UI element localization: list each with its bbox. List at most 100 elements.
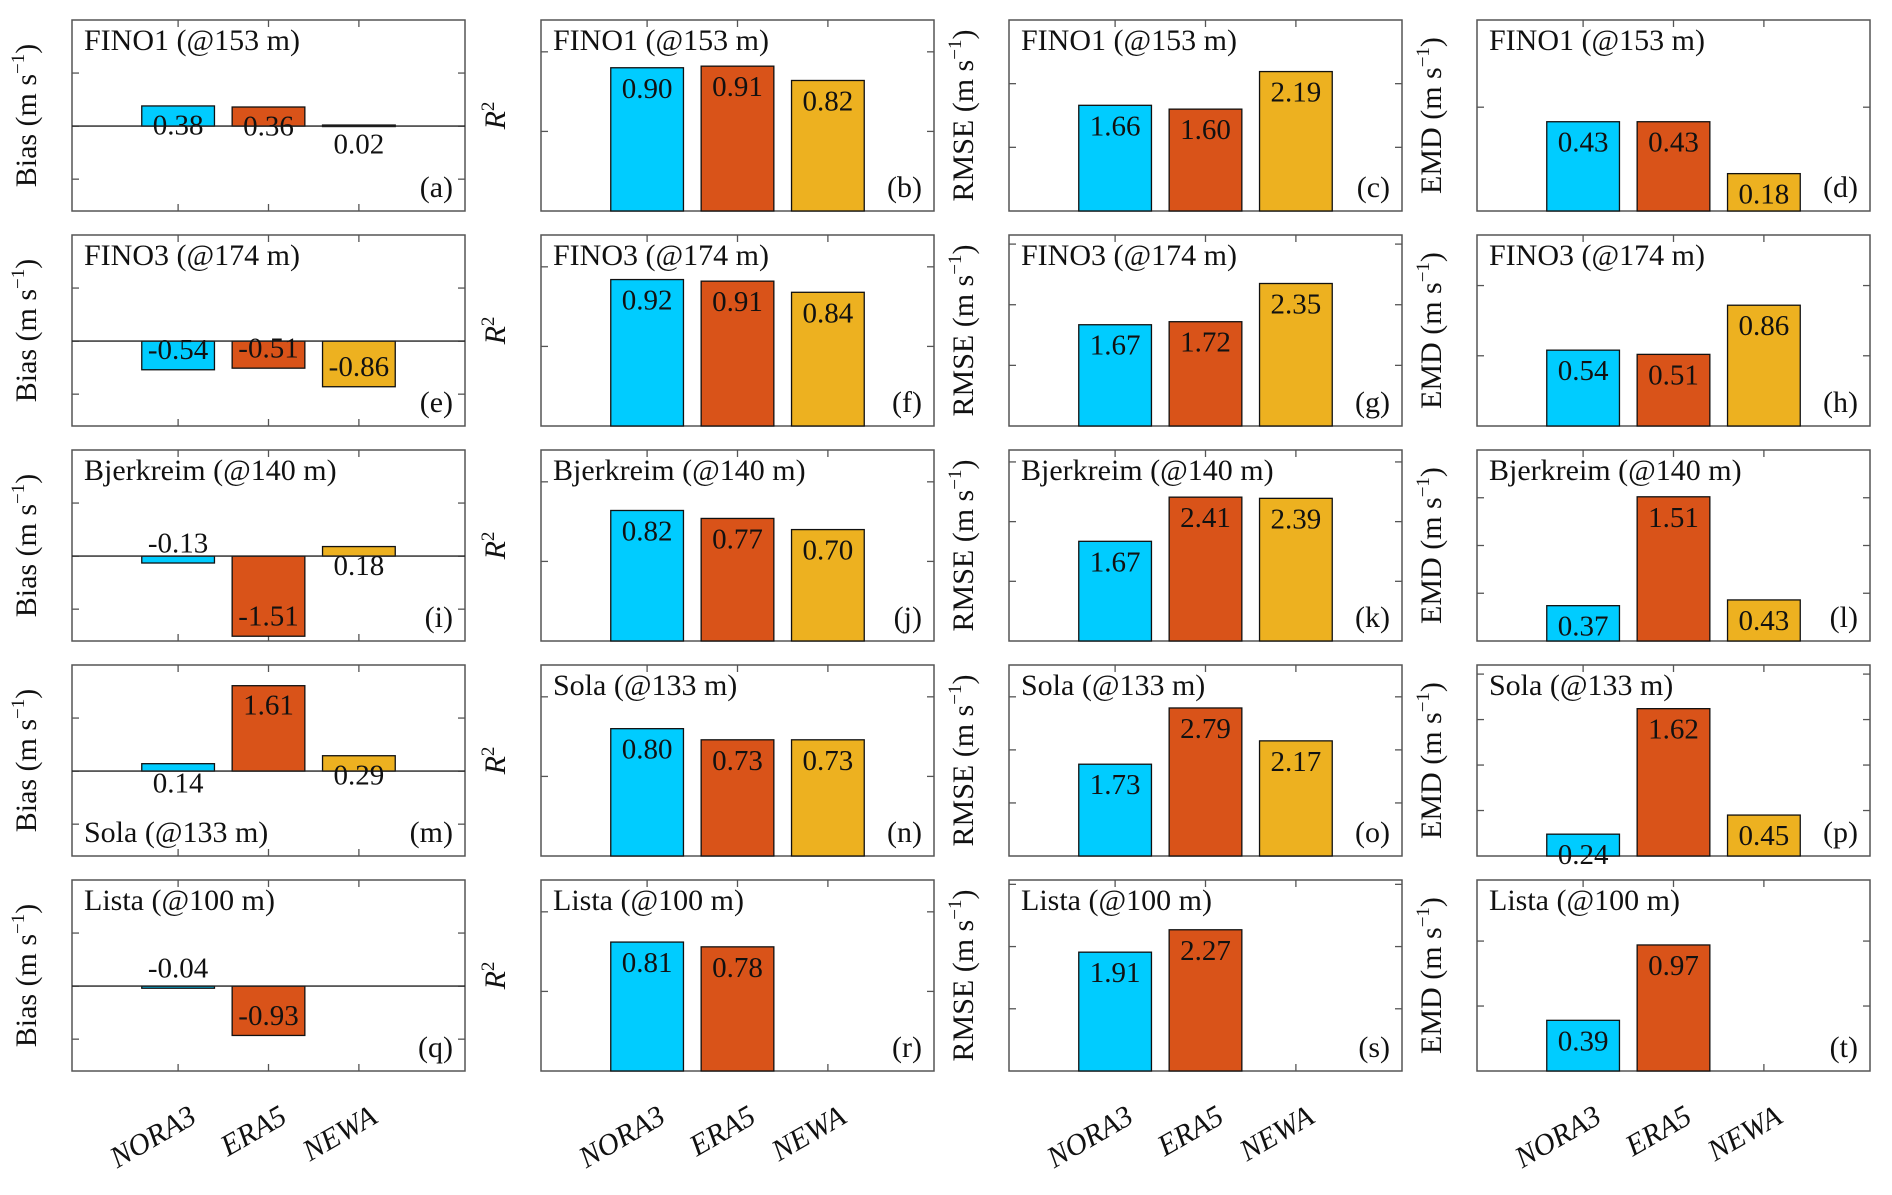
panel-k: 1.67 2.41 2.39 Bjerkreim (@140 m) (k) RMSE (m… [945,449,1403,642]
panel-j: 0.82 0.77 0.70 Bjerkreim (@140 m) (j) R2 [478,449,935,642]
value-label: 1.73 [1090,769,1141,801]
y-axis-label: EMD (m s−1) [1413,37,1448,194]
x-tick-label: ERA5 [683,1099,761,1163]
value-label: 0.81 [622,947,673,979]
bar-newa [790,739,865,857]
value-label: 2.39 [1271,503,1322,535]
panel-letter: (i) [425,601,453,634]
y-axis-label: R2 [478,317,512,346]
y-label-text: RMSE (m s [947,705,980,847]
panel-letter: (m) [410,816,453,849]
bar-era5 [1168,929,1243,1072]
panel-r: 0.81 0.78 Lista (@100 m) (r) R2 NORA3 ERA5 NEWA [478,879,935,1175]
value-label: 0.18 [334,550,385,582]
y-label-superscript: −1 [1413,47,1434,67]
y-label-close: ) [1415,252,1448,262]
y-axis-label: RMSE (m s−1) [945,30,980,202]
bar-era5 [1636,121,1711,212]
bar-era5 [700,280,775,427]
bar-era5 [1168,108,1243,212]
panel-t: 0.39 0.97 Lista (@100 m) (t) EMD (m s−1) NORA… [1413,879,1871,1175]
panel-letter: (e) [420,386,453,419]
y-label-superscript: 2 [478,532,499,542]
x-tick-label: NEWA [296,1099,383,1168]
y-label-close: ) [947,890,980,900]
x-tick-label: NORA3 [103,1099,201,1175]
panel-title: FINO3 (@174 m) [1021,239,1237,272]
value-label: 1.91 [1090,957,1141,989]
plot-area [71,879,466,1072]
y-label-text: R [479,326,512,345]
bar-nora3 [610,509,685,642]
y-label-superscript: −1 [945,900,966,920]
value-label: 2.41 [1180,502,1231,534]
y-label-text: RMSE (m s [947,275,980,417]
bar-nora3 [1546,833,1621,857]
panel-title: Lista (@100 m) [1021,884,1212,917]
y-label-superscript: −1 [8,914,29,934]
plot-area [71,234,466,427]
value-label: 0.45 [1739,820,1790,852]
panel-letter: (h) [1823,386,1858,419]
value-label: 0.24 [1558,839,1609,871]
panel-title: FINO1 (@153 m) [1021,24,1237,57]
bar-nora3 [610,278,685,427]
y-label-close: ) [10,689,43,699]
panel-title: Sola (@133 m) [553,669,737,702]
y-label-text: RMSE (m s [947,490,980,632]
value-label: 0.91 [712,286,763,318]
panel-e: -0.54 -0.51 -0.86 FINO3 (@174 m) (e) Bias (m … [8,234,466,427]
panel-title: FINO1 (@153 m) [1489,24,1705,57]
x-tick-label: ERA5 [214,1099,292,1163]
value-label: 2.17 [1271,746,1322,778]
bar-newa [790,528,865,642]
value-label: 0.80 [622,734,673,766]
bar-era5 [700,65,775,212]
y-label-close: ) [10,44,43,54]
y-label-text: Bias (m s [10,504,43,617]
x-tick-label: ERA5 [1151,1099,1229,1163]
value-label: 0.77 [712,523,763,555]
y-label-superscript: −1 [945,470,966,490]
value-label: -0.04 [148,953,209,985]
bar-nora3 [1546,349,1621,427]
y-label-superscript: 2 [478,962,499,972]
bar-nora3 [610,728,685,857]
panel-title: Lista (@100 m) [1489,884,1680,917]
bar-era5 [231,555,306,637]
y-label-text: EMD (m s [1415,497,1448,624]
y-label-text: RMSE (m s [947,920,980,1062]
y-axis-label: Bias (m s−1) [8,474,43,618]
y-label-superscript: 2 [478,317,499,327]
y-label-close: ) [947,460,980,470]
bar-era5 [1636,944,1711,1072]
panel-title: FINO3 (@174 m) [1489,239,1705,272]
panel-s: 1.91 2.27 Lista (@100 m) (s) RMSE (m s−1) NOR… [945,879,1403,1175]
panel-p: 0.24 1.62 0.45 Sola (@133 m) (p) EMD (m s−1) [1413,664,1871,871]
value-label: -0.54 [148,334,209,366]
panel-letter: (a) [420,171,453,204]
value-label: 0.37 [1558,611,1609,643]
y-label-text: Bias (m s [10,934,43,1047]
y-label-close: ) [947,245,980,255]
y-axis-label: Bias (m s−1) [8,259,43,403]
y-label-close: ) [947,30,980,40]
y-axis-label: EMD (m s−1) [1413,467,1448,624]
panel-f: 0.92 0.91 0.84 FINO3 (@174 m) (f) R2 [478,234,935,427]
value-label: 0.82 [622,515,673,547]
bar-era5 [231,985,306,1037]
y-label-text: R [479,756,512,775]
y-label-superscript: −1 [1413,262,1434,282]
value-label: 1.66 [1090,110,1141,142]
value-label: 0.97 [1648,950,1699,982]
y-label-superscript: −1 [8,54,29,74]
y-label-close: ) [10,474,43,484]
panel-b: 0.90 0.91 0.82 FINO1 (@153 m) (b) R2 [478,19,935,212]
value-label: 0.51 [1648,359,1699,391]
bar-era5 [1168,321,1243,427]
bar-newa [1258,282,1333,427]
value-label: 2.19 [1271,77,1322,109]
y-axis-label: EMD (m s−1) [1413,682,1448,839]
y-axis-label: R2 [478,532,512,561]
